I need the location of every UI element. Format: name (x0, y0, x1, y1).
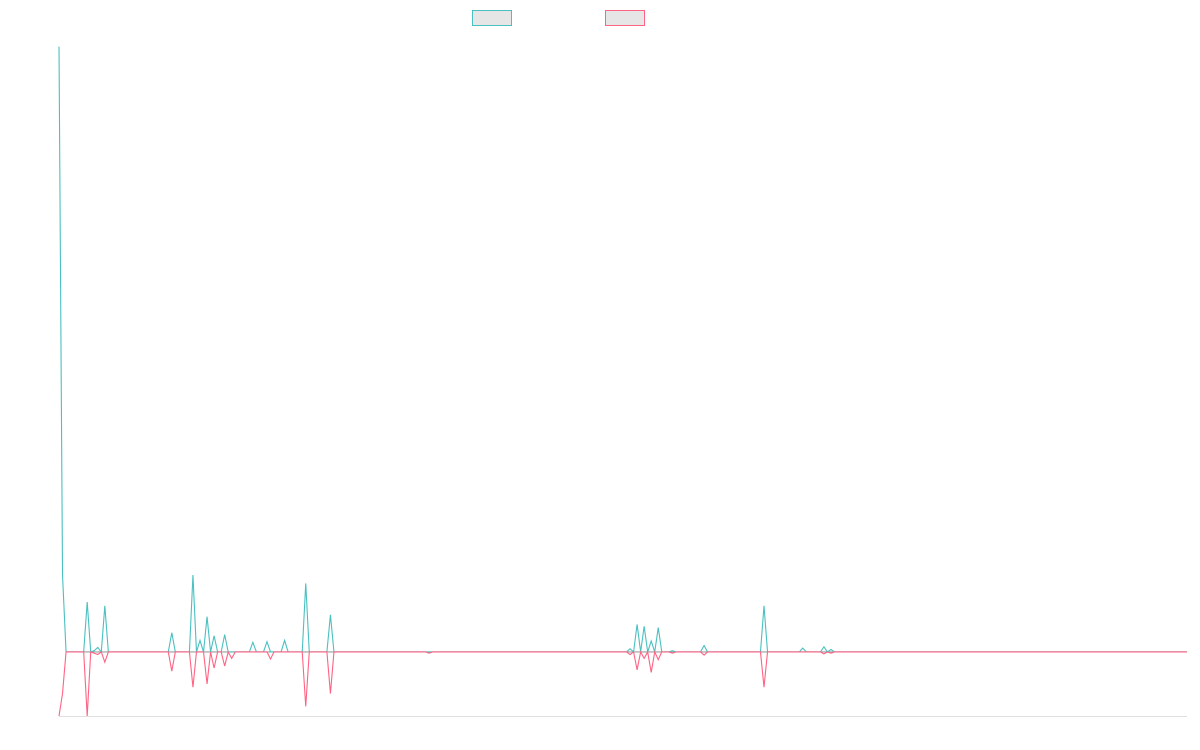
series-line-1 (58, 46, 1187, 654)
legend[interactable] (472, 10, 645, 26)
series-layer (58, 46, 1187, 717)
legend-swatch-1[interactable] (472, 10, 512, 26)
series-line-2 (58, 650, 1187, 717)
legend-swatch-2[interactable] (605, 10, 645, 26)
